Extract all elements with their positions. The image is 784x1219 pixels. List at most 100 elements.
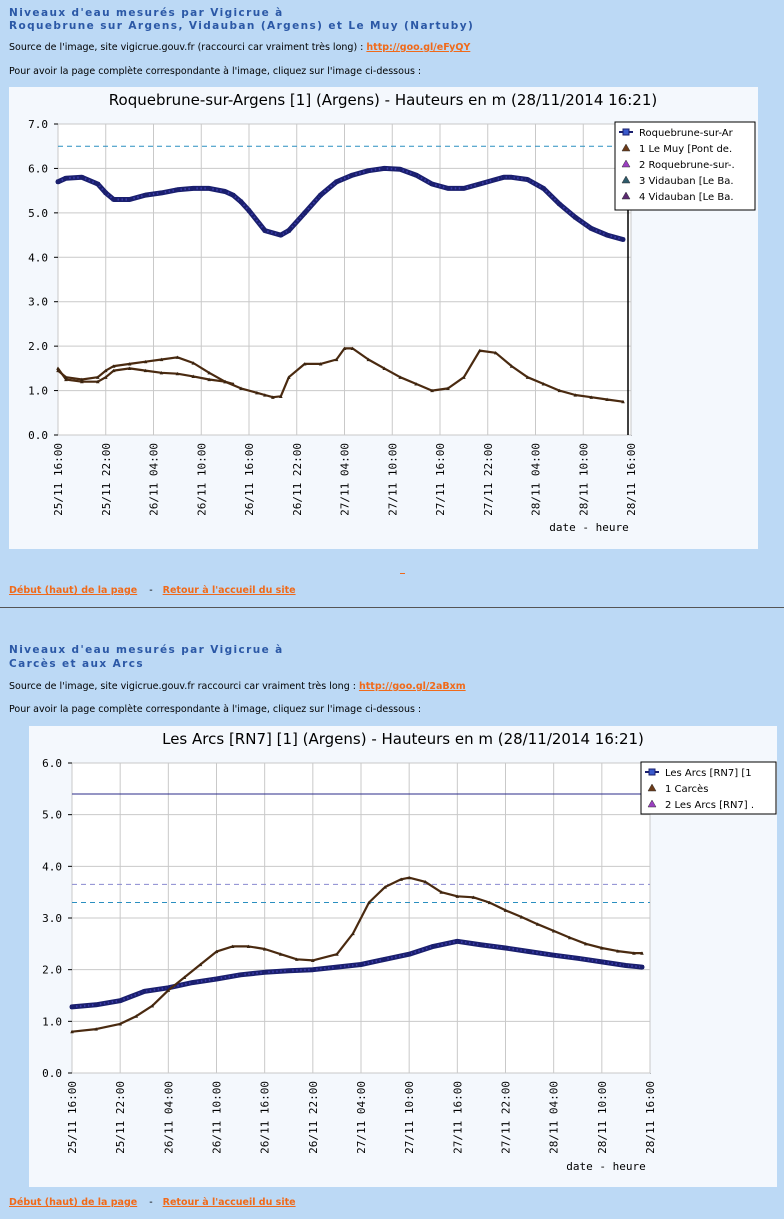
data-point <box>64 377 68 382</box>
data-point <box>143 359 148 364</box>
legend-swatch-triangle <box>621 143 631 152</box>
section1-source-text: Source de l'image, site vigicrue.gouv.fr… <box>9 42 367 53</box>
data-point <box>142 989 147 994</box>
x-tick-label: 26/11 22:00 <box>307 1081 320 1154</box>
section2-source-link[interactable]: http://goo.gl/2aBxm <box>358 681 466 692</box>
data-point <box>214 976 219 981</box>
legend-label: 2 Les Arcs [RN7] . <box>665 800 754 811</box>
data-point <box>621 399 625 404</box>
home-link[interactable]: Retour à l'accueil du site <box>162 1197 296 1208</box>
data-point <box>477 181 482 186</box>
data-point <box>342 346 347 350</box>
data-point <box>600 946 604 950</box>
data-point <box>541 186 546 191</box>
data-point <box>143 193 148 198</box>
data-point <box>94 1027 98 1031</box>
data-point <box>286 228 291 233</box>
data-point <box>56 179 60 184</box>
y-tick-label: 2.0 <box>42 964 62 977</box>
data-point <box>551 929 556 933</box>
data-point <box>431 944 436 949</box>
section1-source-link[interactable]: http://goo.gl/eFyQY <box>366 42 471 53</box>
data-point <box>616 949 620 953</box>
data-point <box>230 944 235 949</box>
data-point <box>589 395 594 399</box>
data-point <box>567 935 572 940</box>
data-point <box>455 894 460 898</box>
data-point <box>111 197 116 202</box>
chart2-svg: Les Arcs [RN7] [1] (Argens) - Hauteurs e… <box>42 730 777 1173</box>
data-point <box>103 190 108 195</box>
data-point <box>175 355 180 359</box>
y-tick-label: 0.0 <box>28 429 48 442</box>
legend-box <box>640 761 777 815</box>
series-line <box>56 367 235 385</box>
data-point <box>632 951 636 955</box>
section2-title-line2: Carcès et aux Arcs <box>9 658 144 670</box>
data-point <box>525 177 530 182</box>
data-point <box>335 952 339 956</box>
x-tick-label: 25/11 22:00 <box>114 1081 127 1154</box>
y-tick-label: 4.0 <box>42 860 62 873</box>
data-point <box>383 957 388 962</box>
x-tick-label: 26/11 10:00 <box>195 443 208 516</box>
x-tick-label: 26/11 16:00 <box>243 443 256 516</box>
top-of-page-link[interactable]: Début (haut) de la page <box>9 585 138 596</box>
x-tick-label: 26/11 04:00 <box>148 443 161 516</box>
data-point <box>445 186 450 191</box>
legend-swatch-square <box>648 768 656 776</box>
data-point <box>503 908 508 912</box>
data-point <box>294 957 299 961</box>
data-point <box>302 362 307 366</box>
data-point <box>639 965 644 970</box>
y-tick-label: 2.0 <box>28 340 48 353</box>
section2-click-text: Pour avoir la page complète correspondan… <box>9 704 422 715</box>
top-of-page-link[interactable]: Début (haut) de la page <box>9 1197 138 1208</box>
data-point <box>621 237 626 242</box>
data-point <box>318 193 323 198</box>
legend-label: 1 Carcès <box>665 783 708 795</box>
y-tick-label: 4.0 <box>28 251 48 264</box>
y-tick-label: 5.0 <box>28 207 48 220</box>
footer-links-1: Début (haut) de la page - Retour à l'accue… <box>9 585 296 596</box>
data-point <box>262 228 267 233</box>
legend-label: Roquebrune-sur-Ar <box>639 128 734 139</box>
data-point <box>535 922 540 926</box>
x-tick-label: 28/11 16:00 <box>644 1081 657 1154</box>
data-point <box>111 364 116 368</box>
x-tick-label: 27/11 04:00 <box>355 1081 368 1154</box>
data-point <box>159 190 164 195</box>
x-tick-label: 27/11 16:00 <box>434 443 447 516</box>
data-point <box>95 379 100 384</box>
chart2-image[interactable]: Les Arcs [RN7] [1] (Argens) - Hauteurs e… <box>29 726 777 1187</box>
data-point <box>143 368 148 373</box>
data-point <box>509 364 514 368</box>
data-point <box>118 998 123 1003</box>
data-point <box>223 189 228 194</box>
x-tick-label: 25/11 16:00 <box>66 1081 79 1154</box>
x-tick-label: 28/11 10:00 <box>596 1081 609 1154</box>
chart1-image[interactable]: Roquebrune-sur-Argens [1] (Argens) - Hau… <box>9 87 758 549</box>
y-tick-label: 5.0 <box>42 809 62 822</box>
x-tick-label: 28/11 04:00 <box>530 443 543 516</box>
data-point <box>461 186 466 191</box>
data-point <box>262 970 267 975</box>
chart-title: Roquebrune-sur-Argens [1] (Argens) - Hau… <box>109 91 657 109</box>
data-point <box>134 1014 139 1018</box>
data-point <box>527 949 532 954</box>
legend-box <box>614 121 756 211</box>
data-point <box>255 390 259 395</box>
data-point <box>238 972 243 977</box>
data-point <box>103 375 108 379</box>
data-point <box>207 377 212 382</box>
y-tick-label: 1.0 <box>42 1015 62 1028</box>
home-link[interactable]: Retour à l'accueil du site <box>162 585 296 596</box>
y-tick-label: 6.0 <box>28 162 48 175</box>
data-point <box>56 366 60 370</box>
data-point <box>246 944 251 949</box>
data-point <box>190 980 195 985</box>
data-point <box>278 233 283 238</box>
data-point <box>383 885 387 889</box>
footer-separator: - <box>149 585 153 596</box>
data-point <box>214 949 219 954</box>
